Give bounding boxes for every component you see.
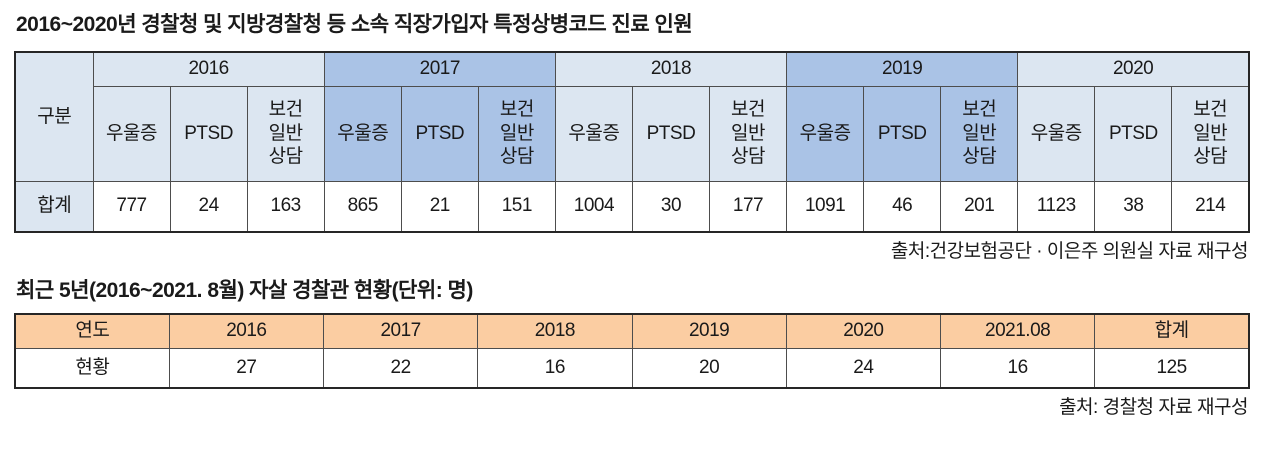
value-cell: 125: [1094, 347, 1250, 389]
treatment-table: 구분 2016 2017 2018 2019 2020 우울증 PTSD 보건 …: [14, 51, 1250, 233]
year-header-cell: 2018: [477, 313, 633, 349]
year-header-cell: 2020: [1017, 51, 1250, 87]
value-cell: 865: [323, 180, 402, 233]
suicide-table-header-row: 연도 2016 2017 2018 2019 2020 2021.08 합계: [14, 313, 1250, 349]
subheader-cell: PTSD: [400, 85, 479, 182]
suicide-table: 연도 2016 2017 2018 2019 2020 2021.08 합계 현…: [14, 313, 1250, 389]
subheader-cell: 보건 일반 상담: [246, 85, 325, 182]
year-label-cell: 연도: [14, 313, 170, 349]
suicide-table-data-row: 현황 27 22 16 20 24 16 125: [14, 347, 1250, 389]
value-cell: 20: [631, 347, 787, 389]
year-header-cell: 2019: [786, 51, 1019, 87]
treatment-table-subheader-row: 우울증 PTSD 보건 일반 상담 우울증 PTSD 보건 일반 상담 우울증 …: [15, 85, 1250, 182]
value-cell: 777: [92, 180, 171, 233]
subheader-cell: 보건 일반 상담: [1171, 85, 1250, 182]
subheader-cell: PTSD: [631, 85, 711, 182]
subheader-cell: PTSD: [863, 85, 942, 182]
year-header-cell: 2017: [322, 313, 479, 349]
treatment-table-total-row: 합계 777 24 163 865 21 151 1004 30 177 109…: [14, 180, 1250, 233]
value-cell: 46: [863, 180, 942, 233]
source-note-treatment: 출처:건강보험공단 · 이은주 의원실 자료 재구성: [890, 241, 1249, 262]
treatment-table-title: 2016~2020년 경찰청 및 지방경찰청 등 소속 직장가입자 특정상병코드…: [16, 13, 693, 36]
subheader-cell: 우울증: [92, 85, 171, 182]
subheader-cell: 우울증: [554, 85, 633, 182]
value-cell: 1091: [786, 180, 865, 233]
value-cell: 151: [477, 180, 556, 233]
row-label-cell: 현황: [14, 347, 170, 389]
source-note-suicide: 출처: 경찰청 자료 재구성: [1059, 397, 1248, 418]
value-cell: 24: [169, 180, 248, 233]
year-header-cell: 2016: [92, 51, 325, 87]
value-cell: 1004: [554, 180, 633, 233]
value-cell: 38: [1094, 180, 1173, 233]
subheader-cell: 우울증: [786, 85, 865, 182]
value-cell: 30: [631, 180, 711, 233]
value-cell: 16: [477, 347, 633, 389]
treatment-table-year-row: 구분 2016 2017 2018 2019 2020: [14, 51, 1250, 182]
value-cell: 21: [400, 180, 479, 233]
value-cell: 177: [708, 180, 788, 233]
subheader-cell: 보건 일반 상담: [708, 85, 788, 182]
subheader-cell: 우울증: [1017, 85, 1096, 182]
subheader-cell: 보건 일반 상담: [940, 85, 1019, 182]
value-cell: 163: [246, 180, 325, 233]
value-cell: 27: [168, 347, 325, 389]
year-header-cell: 2019: [631, 313, 787, 349]
value-cell: 1123: [1017, 180, 1096, 233]
value-cell: 16: [939, 347, 1096, 389]
value-cell: 201: [940, 180, 1019, 233]
subheader-cell: PTSD: [169, 85, 248, 182]
document-page: 2016~2020년 경찰청 및 지방경찰청 등 소속 직장가입자 특정상병코드…: [0, 12, 1264, 420]
year-header-cell: 2020: [785, 313, 942, 349]
corner-header-cell: 구분: [14, 51, 94, 182]
total-header-cell: 합계: [1094, 313, 1250, 349]
value-cell: 24: [785, 347, 942, 389]
subheader-cell: PTSD: [1094, 85, 1173, 182]
total-label-cell: 합계: [14, 180, 94, 233]
year-header-cell: 2016: [168, 313, 325, 349]
year-header-cell: 2021.08: [939, 313, 1096, 349]
year-header-cell: 2018: [554, 51, 788, 87]
subheader-cell: 보건 일반 상담: [477, 85, 556, 182]
value-cell: 214: [1171, 180, 1250, 233]
suicide-table-title: 최근 5년(2016~2021. 8월) 자살 경찰관 현황(단위: 명): [16, 279, 473, 302]
subheader-cell: 우울증: [323, 85, 402, 182]
value-cell: 22: [322, 347, 479, 389]
year-header-cell: 2017: [323, 51, 556, 87]
